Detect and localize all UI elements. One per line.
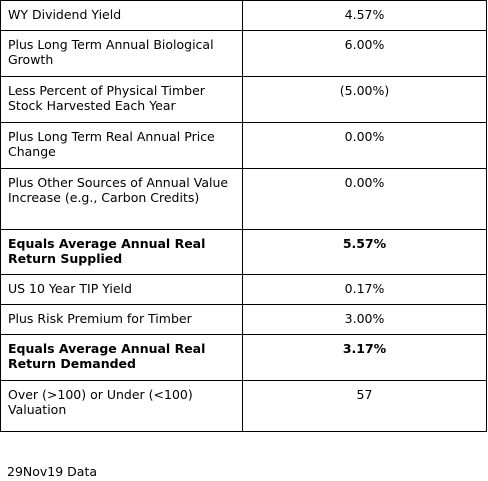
row-value: 4.57% xyxy=(243,1,487,30)
row-label: Plus Risk Premium for Timber xyxy=(0,305,243,334)
row-label: Plus Long Term Annual Biological Growth xyxy=(0,31,243,76)
table-row: Less Percent of Physical Timber Stock Ha… xyxy=(0,77,487,123)
table-row: Plus Long Term Annual Biological Growth 6… xyxy=(0,31,487,77)
table-row: Over (>100) or Under (<100) Valuation 57 xyxy=(0,381,487,432)
row-label: Equals Average Annual Real Return Suppli… xyxy=(0,230,243,274)
row-value: 57 xyxy=(243,381,487,431)
table-row: Equals Average Annual Real Return Demand… xyxy=(0,335,487,381)
row-label: Over (>100) or Under (<100) Valuation xyxy=(0,381,243,431)
table-row: WY Dividend Yield 4.57% xyxy=(0,1,487,31)
row-label: US 10 Year TIP Yield xyxy=(0,275,243,304)
row-value: 6.00% xyxy=(243,31,487,76)
table-row: Plus Other Sources of Annual Value Incre… xyxy=(0,169,487,230)
row-value: 0.00% xyxy=(243,123,487,168)
row-value: 5.57% xyxy=(243,230,487,274)
table-row: Plus Long Term Real Annual Price Change 0… xyxy=(0,123,487,169)
footer-note: 29Nov19 Data xyxy=(7,464,98,479)
row-label: Plus Other Sources of Annual Value Incre… xyxy=(0,169,243,229)
row-value: 3.17% xyxy=(243,335,487,380)
row-value: (5.00%) xyxy=(243,77,487,122)
valuation-table: WY Dividend Yield 4.57% Plus Long Term Ann… xyxy=(0,0,487,432)
row-value: 0.00% xyxy=(243,169,487,229)
row-value: 3.00% xyxy=(243,305,487,334)
row-label: Plus Long Term Real Annual Price Change xyxy=(0,123,243,168)
row-label: Less Percent of Physical Timber Stock Ha… xyxy=(0,77,243,122)
row-label: WY Dividend Yield xyxy=(0,1,243,30)
row-label: Equals Average Annual Real Return Demand… xyxy=(0,335,243,380)
table-row: US 10 Year TIP Yield 0.17% xyxy=(0,275,487,305)
row-value: 0.17% xyxy=(243,275,487,304)
table-row: Plus Risk Premium for Timber 3.00% xyxy=(0,305,487,335)
table-row: Equals Average Annual Real Return Suppli… xyxy=(0,230,487,275)
